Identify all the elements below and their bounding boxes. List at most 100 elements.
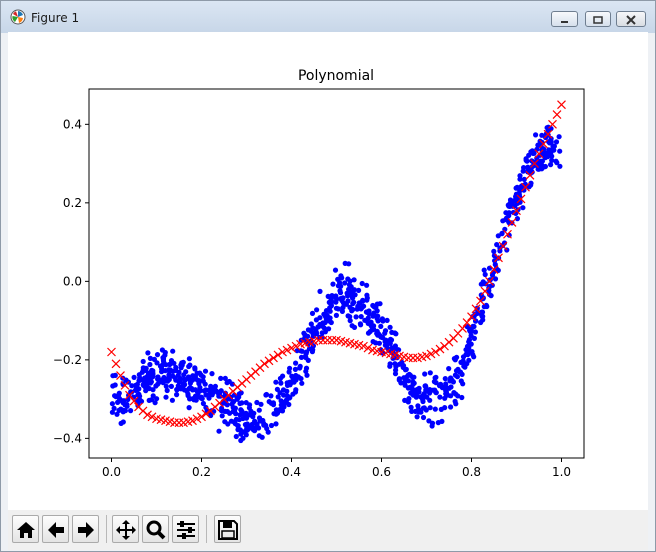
fit-marker <box>494 253 503 263</box>
sample-point <box>494 242 500 248</box>
floppy-disk-icon <box>218 520 238 540</box>
sample-point <box>420 414 427 421</box>
sample-point <box>168 383 174 389</box>
sample-point <box>195 391 201 397</box>
fit-marker <box>129 396 139 406</box>
sample-point <box>547 150 553 156</box>
sample-point <box>233 433 239 440</box>
fit-marker <box>287 343 296 353</box>
sample-point <box>278 398 284 404</box>
sample-point <box>517 188 523 194</box>
sample-point <box>549 157 555 163</box>
sample-point <box>444 385 450 391</box>
sample-point <box>526 152 532 158</box>
sample-point <box>374 316 380 322</box>
sample-point <box>347 318 353 324</box>
sample-point <box>281 392 287 398</box>
sample-point <box>380 318 386 324</box>
sample-point <box>359 280 365 287</box>
sample-point <box>290 374 296 380</box>
noisy-samples-series <box>109 124 563 444</box>
back-button[interactable] <box>42 515 69 543</box>
sample-point <box>345 276 351 282</box>
sample-point <box>154 360 160 366</box>
zoom-button[interactable] <box>142 515 169 543</box>
sample-point <box>178 386 184 392</box>
sample-point <box>377 301 383 307</box>
fit-marker <box>192 414 202 424</box>
sample-point <box>352 292 358 298</box>
sample-point <box>202 381 208 387</box>
sample-point <box>278 380 284 386</box>
fit-marker <box>323 335 332 345</box>
sample-point <box>392 371 399 377</box>
sample-point <box>357 321 363 327</box>
sample-point <box>337 290 344 296</box>
configure-subplots-button[interactable] <box>172 515 199 543</box>
sample-point <box>254 399 260 406</box>
sample-point <box>111 405 117 411</box>
minimize-button[interactable] <box>551 11 578 27</box>
sample-point <box>238 408 245 414</box>
fit-marker <box>516 194 526 204</box>
fit-marker <box>291 341 301 351</box>
sample-point <box>438 406 444 412</box>
polynomial-fit-series <box>107 100 566 428</box>
pan-button[interactable] <box>112 515 139 543</box>
sample-point <box>505 202 511 208</box>
sample-point <box>120 419 126 425</box>
sample-point <box>333 293 339 299</box>
sample-point <box>482 271 488 278</box>
sample-point <box>520 168 526 174</box>
figure-canvas[interactable]: Polynomial 0.0 0.2 0.4 0.6 0.8 1.0 −0.4 −0.2 0.0… <box>8 32 648 510</box>
y-tick-label: −0.2 <box>53 353 82 367</box>
sample-point <box>209 392 215 398</box>
close-button[interactable] <box>616 11 646 27</box>
sample-point <box>167 367 173 373</box>
sample-point <box>155 374 161 380</box>
plot-area[interactable]: Polynomial 0.0 0.2 0.4 0.6 0.8 1.0 −0.4 −0.2 0.0… <box>8 32 648 510</box>
sample-point <box>154 396 160 402</box>
sample-point <box>114 411 120 417</box>
maximize-button[interactable] <box>585 11 611 27</box>
sample-point <box>327 305 333 311</box>
sample-point <box>470 352 476 358</box>
sample-point <box>110 373 116 379</box>
sample-point <box>328 296 334 303</box>
sample-point <box>384 342 390 348</box>
fit-marker <box>503 229 512 239</box>
sample-point <box>517 176 523 182</box>
sample-point <box>213 388 219 394</box>
sample-point <box>290 391 296 397</box>
sample-point <box>325 314 331 320</box>
sample-point <box>271 411 277 417</box>
sample-point <box>387 361 393 367</box>
sample-point <box>387 324 393 330</box>
forward-button[interactable] <box>72 515 99 543</box>
sample-point <box>348 292 354 298</box>
sample-point <box>174 387 180 393</box>
sample-point <box>547 140 553 146</box>
sample-point <box>140 377 146 383</box>
save-button[interactable] <box>214 515 241 543</box>
sample-point <box>190 396 196 402</box>
sample-point <box>174 392 180 398</box>
sample-point <box>149 397 155 403</box>
sample-point <box>252 428 258 434</box>
sample-point <box>190 373 196 379</box>
sample-point <box>442 395 448 401</box>
sample-point <box>280 373 286 379</box>
sample-point <box>129 389 135 395</box>
window-title: Figure 1 <box>31 11 80 25</box>
title-bar[interactable]: Figure 1 <box>1 1 655 33</box>
sample-point <box>305 327 311 333</box>
sample-point <box>303 368 309 374</box>
sample-point <box>297 365 303 371</box>
sample-point <box>109 409 115 415</box>
sample-point <box>124 403 130 409</box>
home-button[interactable] <box>12 515 39 543</box>
sample-point <box>153 383 159 389</box>
sample-point <box>239 400 245 406</box>
sample-point <box>480 317 486 323</box>
sample-point <box>115 399 121 405</box>
